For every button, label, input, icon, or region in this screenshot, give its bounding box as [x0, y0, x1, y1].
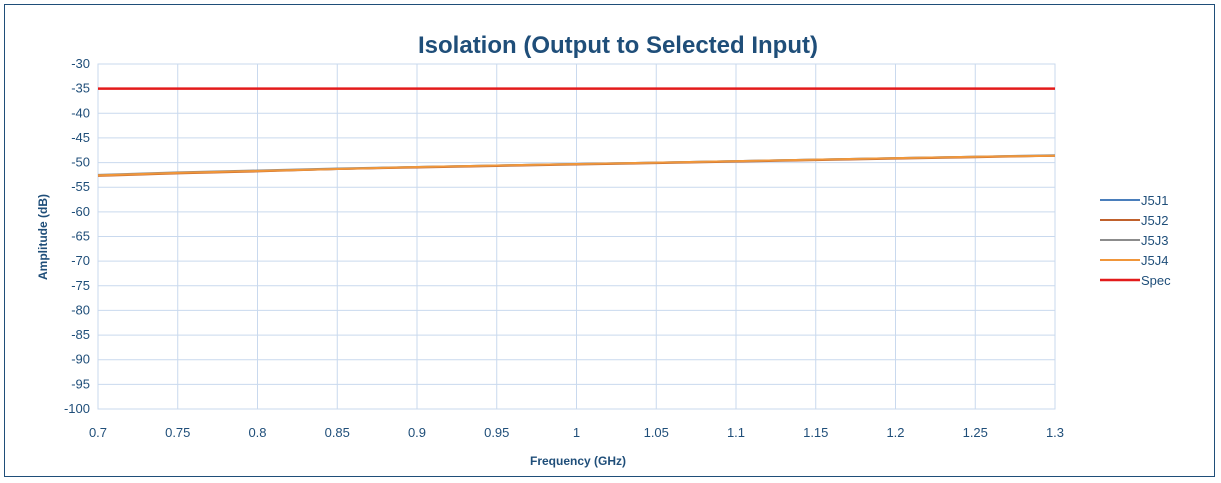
x-tick-label: 1.1: [727, 425, 745, 440]
legend-label: J5J1: [1141, 193, 1168, 208]
y-tick-label: -70: [71, 253, 90, 268]
legend: J5J1 J5J2 J5J3 J5J4 Spec: [1100, 193, 1171, 288]
x-tick-label: 1.2: [886, 425, 904, 440]
y-tick-label: -100: [64, 401, 90, 416]
x-tick-label: 0.75: [165, 425, 190, 440]
y-tick-label: -60: [71, 204, 90, 219]
x-tick-label: 0.7: [89, 425, 107, 440]
legend-label: J5J2: [1141, 213, 1168, 228]
x-axis-title: Frequency (GHz): [530, 454, 626, 468]
y-tick-label: -45: [71, 130, 90, 145]
y-tick-label: -30: [71, 56, 90, 71]
y-tick-label: -80: [71, 302, 90, 317]
grid-lines: [97, 63, 1056, 410]
x-tick-label: 0.9: [408, 425, 426, 440]
x-tick-label: 1.15: [803, 425, 828, 440]
plot-area: [97, 63, 1056, 410]
x-axis-ticks: 0.7 0.75 0.8 0.85 0.9 0.95 1 1.05 1.1 1.15 1.2 1.25…: [89, 425, 1064, 440]
x-tick-label: 0.95: [484, 425, 509, 440]
chart-frame: [4, 4, 1215, 477]
y-tick-label: -85: [71, 327, 90, 342]
x-tick-label: 0.8: [248, 425, 266, 440]
y-tick-label: -90: [71, 352, 90, 367]
legend-label: J5J3: [1141, 233, 1168, 248]
legend-label: J5J4: [1141, 253, 1168, 268]
x-tick-label: 1.25: [963, 425, 988, 440]
y-tick-label: -75: [71, 278, 90, 293]
legend-label: Spec: [1141, 273, 1171, 288]
x-tick-label: 1.05: [644, 425, 669, 440]
y-axis-ticks: -30 -35 -40 -45 -50 -55 -60 -65 -70 -75 -80 -85 -90 -…: [64, 56, 90, 416]
y-tick-label: -55: [71, 179, 90, 194]
series-lines: [97, 87, 1056, 177]
y-axis-title: Amplitude (dB): [36, 194, 50, 280]
y-tick-label: -95: [71, 376, 90, 391]
series-line-j5j4: [97, 154, 1056, 177]
y-tick-label: -65: [71, 229, 90, 244]
x-tick-label: 1: [573, 425, 580, 440]
y-tick-label: -40: [71, 105, 90, 120]
y-tick-label: -50: [71, 155, 90, 170]
x-tick-label: 0.85: [325, 425, 350, 440]
x-tick-label: 1.3: [1046, 425, 1064, 440]
chart-title: Isolation (Output to Selected Input): [418, 32, 818, 59]
y-tick-label: -35: [71, 81, 90, 96]
